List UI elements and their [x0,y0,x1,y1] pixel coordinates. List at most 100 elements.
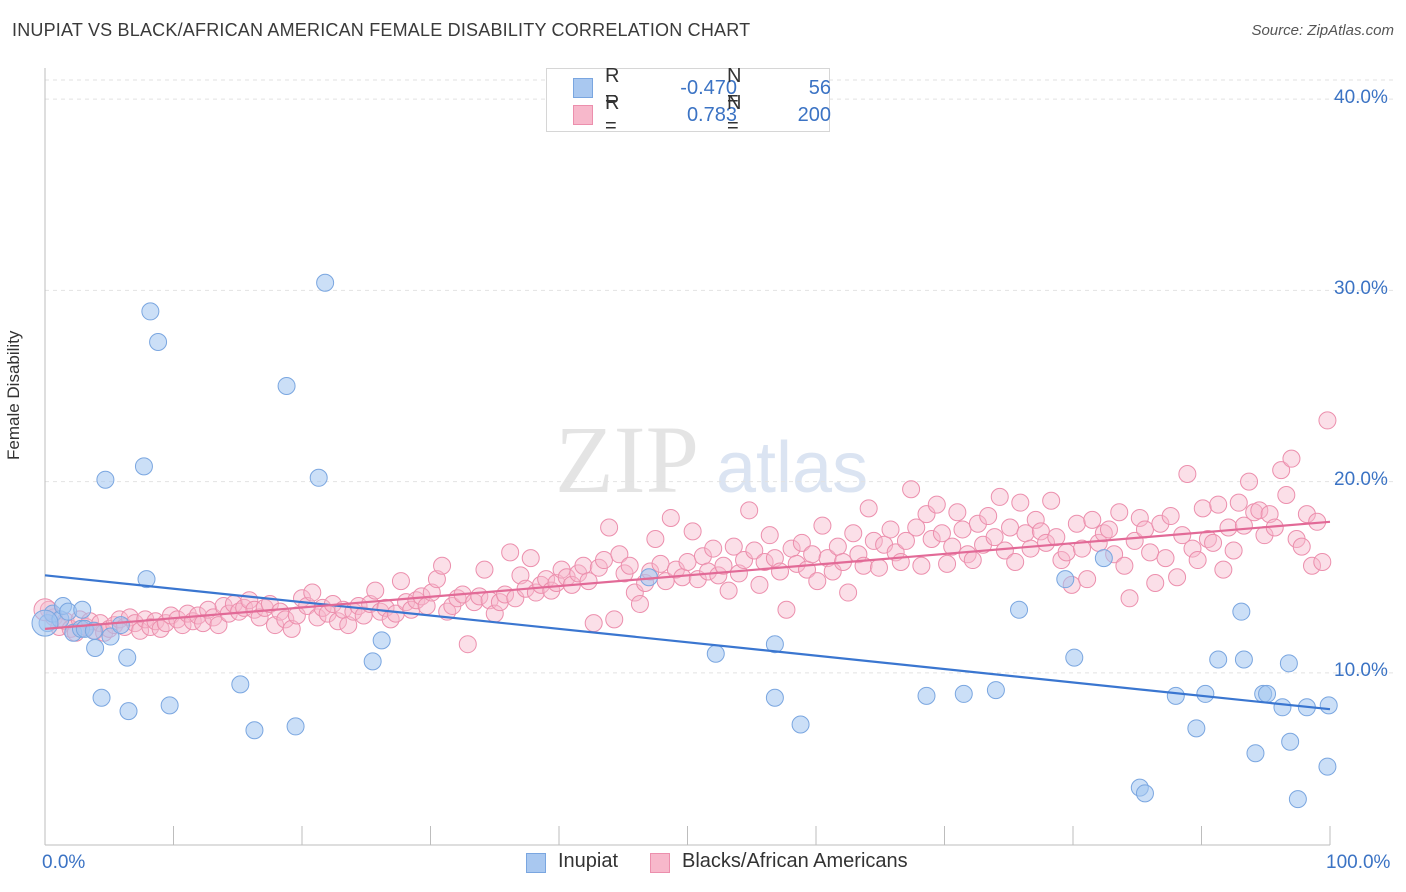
trend-lines [44,520,1331,711]
pink-data-point [1219,518,1238,537]
pink-data-point [1204,533,1223,552]
pink-data-point [907,518,926,537]
pink-data-point [714,556,733,575]
pink-data-point [1078,570,1097,589]
axes [44,68,1331,846]
pink-data-point [1115,556,1134,575]
pink-data-point [719,581,738,600]
legend-n-value: 200 [797,103,831,126]
blue-data-point [31,609,59,637]
pink-data-point [839,583,858,602]
blue-data-point [277,377,296,395]
pink-data-point [808,572,827,591]
blue-data-point [286,717,305,736]
y-tick-label-30: 30.0% [1334,278,1388,299]
pink-data-point [683,522,702,541]
legend-swatch-black [573,105,593,125]
pink-data-point [458,635,477,654]
y-axis-label: Female Disability [4,330,23,460]
blue-data-point [1196,684,1215,703]
pink-data-point [755,552,774,571]
blue-data-point [1187,719,1206,738]
pink-data-point [620,556,639,575]
blue-data-point [134,457,153,476]
pink-data-point [1161,507,1180,526]
blue-data-point [954,684,973,703]
blue-data-point [160,696,179,715]
blue-series-points [31,273,1338,809]
pink-data-point [813,516,832,535]
pink-data-point [250,608,269,627]
legend-n-label: N = [727,65,742,110]
legend-n-label: N = [727,92,742,137]
pink-data-point [646,530,665,548]
pink-data-point [209,616,228,635]
pink-data-point [1057,543,1076,562]
y-tick-label-10: 10.0% [1334,660,1388,681]
pink-data-point [328,612,347,631]
pink-data-point [605,610,624,629]
blue-data-point [917,686,936,705]
pink-data-point [1188,551,1207,570]
pink-data-point [1026,510,1045,529]
blue-data-point [1234,650,1253,669]
x-tick-label-max: 100.0% [1326,852,1391,873]
blue-data-point [1232,602,1251,621]
pink-data-point [869,558,888,577]
black-trend-line [44,520,1331,630]
pink-data-point [661,508,680,527]
pink-data-point [1083,510,1102,529]
pink-data-point [366,581,385,600]
watermark-atlas: atlas [716,428,868,508]
pink-data-point [1229,493,1248,512]
pink-data-point [532,575,551,594]
pink-data-point [1240,472,1259,491]
bottom-legend-label-inupiat: Inupiat [558,850,619,872]
source-label: Source: ZipAtlas.com [1251,22,1394,39]
blue-data-point [363,652,382,671]
pink-data-point [610,545,629,564]
pink-data-point [1183,539,1202,558]
pink-data-point [574,556,593,575]
pink-data-point [475,560,494,579]
blue-data-point [92,688,111,707]
pink-data-point [427,570,446,589]
pink-data-point [584,614,603,633]
pink-data-point [1313,552,1332,571]
blue-data-point [1010,600,1029,619]
y-tick-label-20: 20.0% [1334,469,1388,490]
pink-data-point [1214,560,1233,579]
pink-data-point [902,480,921,499]
pink-data-point [958,545,977,564]
pink-data-point [391,572,410,591]
pink-data-point [1260,505,1279,524]
blue-data-point [1065,648,1084,667]
pink-data-point [750,575,769,594]
blue-data-point [1281,732,1300,751]
watermark-zip: ZIP [555,406,699,513]
blue-data-point [1135,784,1154,803]
blue-data-point [1288,790,1307,809]
blue-data-point [309,468,328,487]
pink-data-point [912,556,931,575]
pink-data-point [859,499,878,518]
pink-data-point [765,549,784,568]
blue-data-point [1273,698,1292,717]
pink-data-point [864,531,883,550]
pink-data-point [922,530,941,548]
blue-data-point [118,648,137,667]
pink-data-point [1146,573,1165,592]
pink-data-point [724,537,743,556]
blue-data-point [765,635,784,654]
pink-data-point [792,533,811,552]
legend-r-label: R = [605,92,620,137]
pink-data-point [1282,449,1301,468]
legend-n-value: 56 [808,76,831,99]
pink-data-point [1250,501,1269,520]
pink-data-point [131,621,150,640]
blue-data-point [1246,744,1265,763]
pink-data-point [979,507,998,526]
pink-data-point [1272,461,1291,480]
pink-data-point [1072,539,1091,558]
